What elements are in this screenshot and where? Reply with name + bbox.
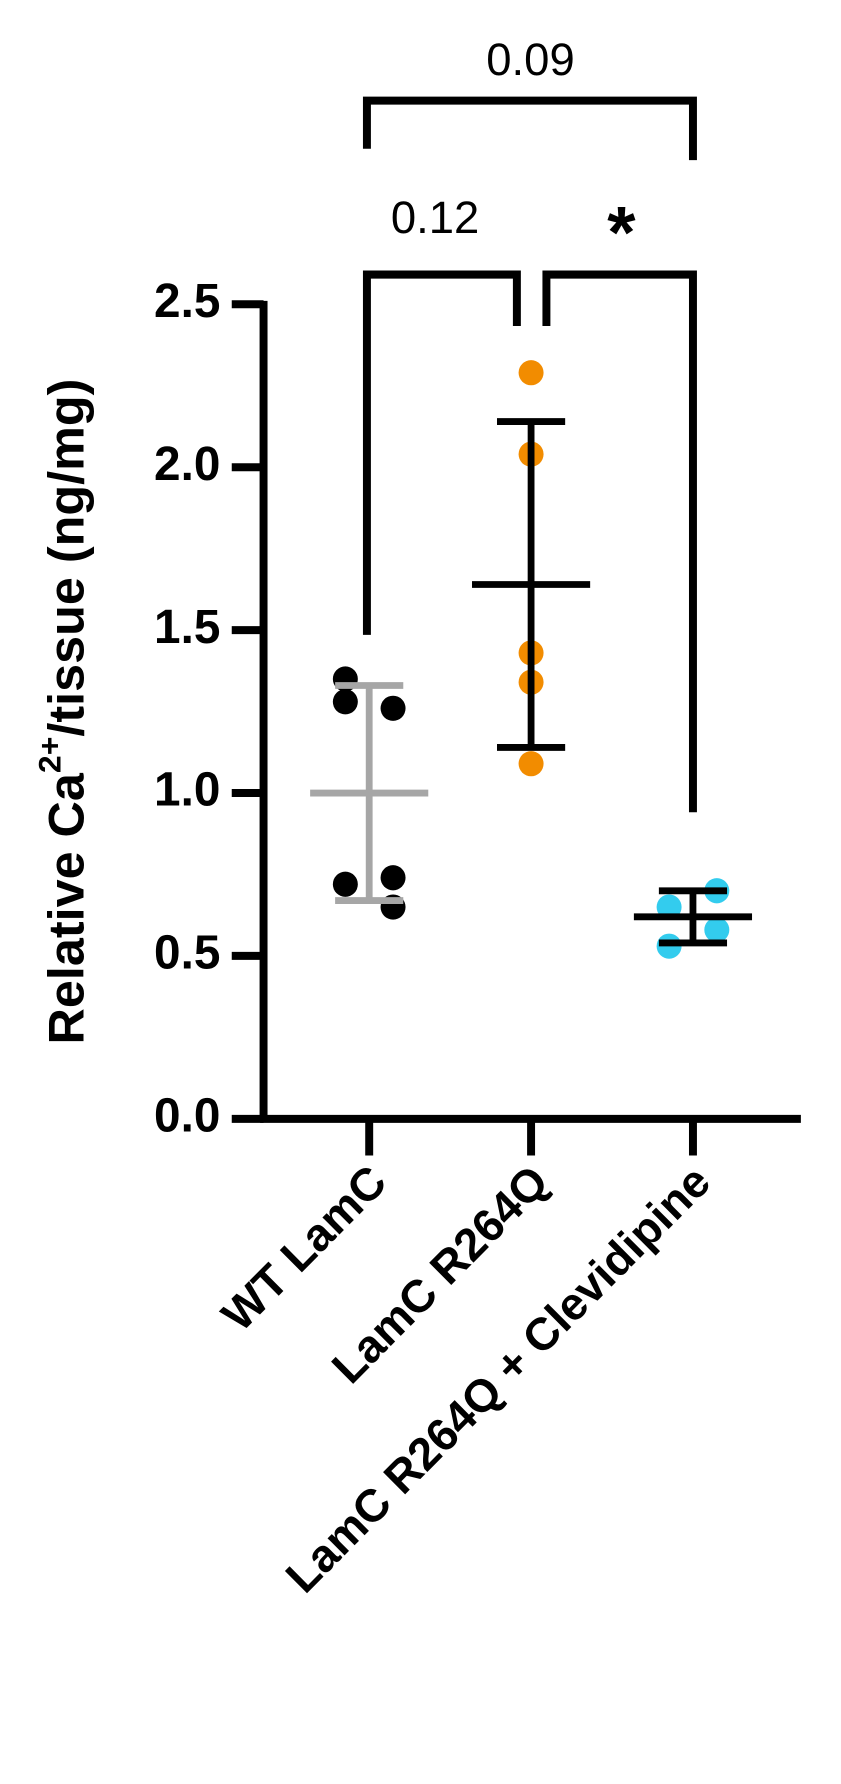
data-point bbox=[518, 360, 544, 386]
data-point bbox=[380, 695, 406, 721]
bracket bbox=[542, 270, 697, 813]
significance-brackets bbox=[362, 96, 697, 813]
data-point bbox=[656, 894, 682, 920]
y-tick-label: 2.0 bbox=[154, 438, 220, 491]
y-axis-label: Relative Ca2+/tissue (ng/mg) bbox=[32, 379, 95, 1045]
data-point bbox=[518, 751, 544, 777]
bracket bbox=[362, 96, 697, 161]
data-point bbox=[332, 689, 358, 715]
y-tick-label: 1.5 bbox=[154, 601, 220, 654]
y-tick-label: 2.5 bbox=[154, 275, 220, 328]
y-tick-label: 1.0 bbox=[154, 764, 220, 817]
bracket bbox=[362, 270, 521, 635]
y-tick-label: 0.5 bbox=[154, 926, 220, 979]
data-point bbox=[332, 871, 358, 897]
y-tick-label: 0.0 bbox=[154, 1089, 220, 1142]
y-axis-label-text: Relative Ca bbox=[39, 772, 95, 1044]
annotation: * bbox=[607, 192, 636, 273]
y-axis-label-text: /tissue (ng/mg) bbox=[39, 379, 95, 737]
data-point bbox=[380, 865, 406, 891]
y-axis-label-sup: 2+ bbox=[32, 737, 68, 774]
annotation: 0.09 bbox=[486, 34, 574, 85]
annotation: 0.12 bbox=[391, 192, 479, 243]
data-point bbox=[704, 917, 730, 943]
plot-area: 0.12 * 0.09 Relative Ca2+/tissue (ng/mg)… bbox=[32, 34, 801, 1603]
